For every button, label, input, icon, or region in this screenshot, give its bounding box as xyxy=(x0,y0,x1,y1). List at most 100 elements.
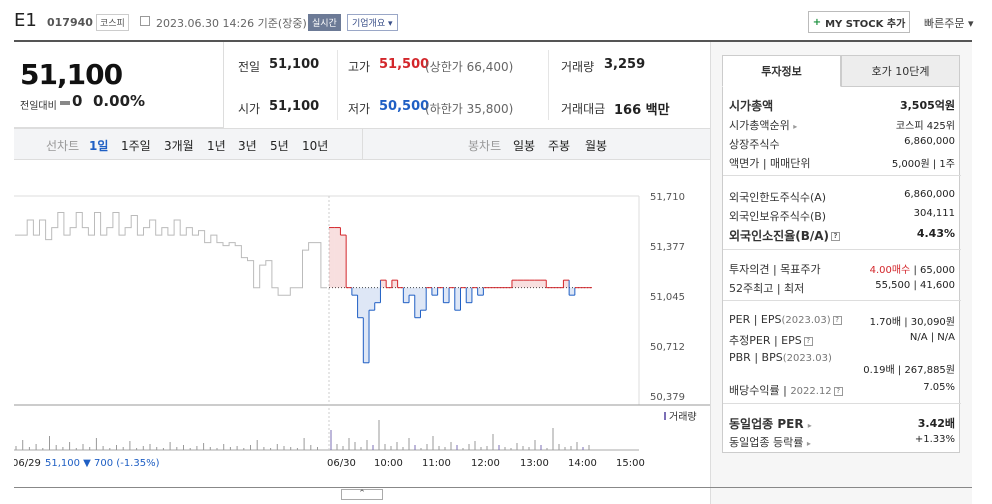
high-label: 고가 xyxy=(348,60,371,74)
calendar-icon xyxy=(140,16,150,26)
change-value: 0 xyxy=(72,92,83,110)
per-row: PER | EPS(2023.03)? 1.70배 | 30,090원 xyxy=(729,313,955,328)
area-fill xyxy=(409,287,415,296)
foreign-ratio-value: 4.43% xyxy=(916,227,955,240)
shares-label: 상장주식수 xyxy=(729,138,780,151)
corp-info-dropdown[interactable]: 기업개요 ▾ xyxy=(347,14,398,31)
divider xyxy=(723,403,961,404)
area-fill xyxy=(466,287,472,303)
area-fill xyxy=(454,287,461,311)
price-chart: 51,710 51,377 51,045 50,712 50,379 거래량 06/29 06… xyxy=(14,160,710,480)
w52-label: 52주최고 | 최저 xyxy=(729,282,805,295)
opinion-value: 4.00매수 xyxy=(869,265,911,276)
price-box xyxy=(14,42,224,128)
tab-5y[interactable]: 5년 xyxy=(270,139,289,153)
flat-icon xyxy=(60,101,70,105)
tab-1d[interactable]: 1일 xyxy=(89,139,109,153)
area-fill xyxy=(340,235,347,288)
pbr-value: 0.19배 | 267,885원 xyxy=(863,365,955,376)
par-value: 5,000원 | 1주 xyxy=(891,159,955,170)
par-row: 액면가 | 매매단위 5,000원 | 1주 xyxy=(729,155,955,171)
help-icon[interactable]: ? xyxy=(832,315,842,325)
lower-limit: (하한가 35,800) xyxy=(425,102,514,116)
collapse-button[interactable]: ⌃ xyxy=(341,489,383,500)
area-fill xyxy=(431,287,438,296)
industry-rate-row[interactable]: 동일업종 등락률 ▸ +1.33% xyxy=(729,434,955,450)
foreign-limit-value: 6,860,000 xyxy=(904,189,955,200)
area-fill xyxy=(363,287,370,363)
industry-rate-value: +1.33% xyxy=(914,434,955,445)
area-fill xyxy=(540,280,547,288)
industry-rate-label: 동일업종 등락률 xyxy=(729,436,804,449)
market-cap-value: 3,505억원 xyxy=(899,99,955,112)
rank-row[interactable]: 시가총액순위 ▸ 코스피 425위 xyxy=(729,117,955,133)
area-fill xyxy=(329,227,335,288)
area-fill xyxy=(357,287,364,318)
per-period: (2023.03) xyxy=(781,315,831,326)
x-tick-label: 11:00 xyxy=(422,458,451,469)
pbr-label: PBR | BPS xyxy=(729,351,783,364)
area-fill xyxy=(529,280,535,288)
open-label: 시가 xyxy=(238,102,261,116)
chevron-right-icon: ▸ xyxy=(806,439,811,448)
market-badge: 코스피 xyxy=(96,14,129,31)
help-icon[interactable]: ? xyxy=(803,336,813,346)
area-fill xyxy=(477,287,484,296)
industry-per-row[interactable]: 동일업종 PER ▸ 3.42배 xyxy=(729,415,955,432)
change-percent: 0.00% xyxy=(93,92,146,110)
per-label: PER | EPS xyxy=(729,313,782,326)
area-fill xyxy=(391,280,398,288)
area-fill xyxy=(414,287,421,318)
div-value: 7.05% xyxy=(923,382,955,393)
invest-tabs: 투자정보 호가 10단계 xyxy=(722,55,960,87)
divider xyxy=(337,50,338,120)
tab-10y[interactable]: 10년 xyxy=(302,139,329,153)
x-tick-label: 15:00 xyxy=(616,458,645,469)
w52-value: 55,500 | 41,600 xyxy=(875,280,955,291)
mystock-add-button[interactable]: + MY STOCK 추가 xyxy=(808,11,910,33)
upper-limit: (상한가 66,400) xyxy=(425,60,514,74)
y-tick-label: 51,710 xyxy=(650,192,685,203)
foreign-hold-label: 외국인보유주식수(B) xyxy=(729,210,827,223)
volume-legend-icon xyxy=(664,412,666,420)
x-tick-label: 13:00 xyxy=(520,458,549,469)
tab-daily[interactable]: 일봉 xyxy=(513,139,536,153)
mystock-label: MY STOCK 추가 xyxy=(825,18,906,30)
foreign-limit-row: 외국인한도주식수(A) 6,860,000 xyxy=(729,189,955,205)
y-tick-label: 51,377 xyxy=(650,242,685,253)
divider xyxy=(548,50,549,120)
area-fill xyxy=(511,280,518,288)
timestamp: 2023.06.30 14:26 기준(장중) xyxy=(156,17,307,30)
prev-day-line xyxy=(15,212,327,296)
pbr-period: (2023.03) xyxy=(782,353,832,364)
amount-value: 166 백만 xyxy=(614,103,670,118)
rank-value: 코스피 425위 xyxy=(895,121,955,132)
tab-orderbook[interactable]: 호가 10단계 xyxy=(841,55,960,87)
help-icon[interactable]: ? xyxy=(833,386,843,396)
x-tick-label: 14:00 xyxy=(568,458,597,469)
tab-weekly[interactable]: 주봉 xyxy=(548,139,571,153)
line-chart-label: 선차트 xyxy=(46,139,80,153)
current-price: 51,100 xyxy=(20,58,123,91)
corp-info-label: 기업개요 xyxy=(352,19,386,29)
low-value: 50,500 xyxy=(379,99,430,114)
tab-3m[interactable]: 3개월 xyxy=(164,139,194,153)
chevron-up-icon: ⌃ xyxy=(358,489,366,499)
tab-monthly[interactable]: 월봉 xyxy=(585,139,608,153)
volume-label: 거래량 xyxy=(561,60,595,74)
tab-invest-info[interactable]: 투자정보 xyxy=(722,55,841,87)
foreign-hold-row: 외국인보유주식수(B) 304,111 xyxy=(729,208,955,224)
market-cap-row: 시가총액 3,505억원 xyxy=(729,97,955,114)
area-fill xyxy=(563,280,570,288)
y-tick-label: 51,045 xyxy=(650,292,685,303)
help-icon[interactable]: ? xyxy=(831,232,841,241)
shares-row: 상장주식수 6,860,000 xyxy=(729,136,955,152)
quick-order-dropdown[interactable]: 빠른주문 ▾ xyxy=(924,15,974,31)
tab-3y[interactable]: 3년 xyxy=(238,139,257,153)
area-fill xyxy=(443,287,450,303)
tab-1y[interactable]: 1년 xyxy=(207,139,226,153)
pbr-row: PBR | BPS(2023.03) 0.19배 | 267,885원 xyxy=(729,351,955,376)
y-tick-label: 50,379 xyxy=(650,392,685,403)
area-fill xyxy=(369,287,375,311)
tab-1w[interactable]: 1주일 xyxy=(121,139,151,153)
